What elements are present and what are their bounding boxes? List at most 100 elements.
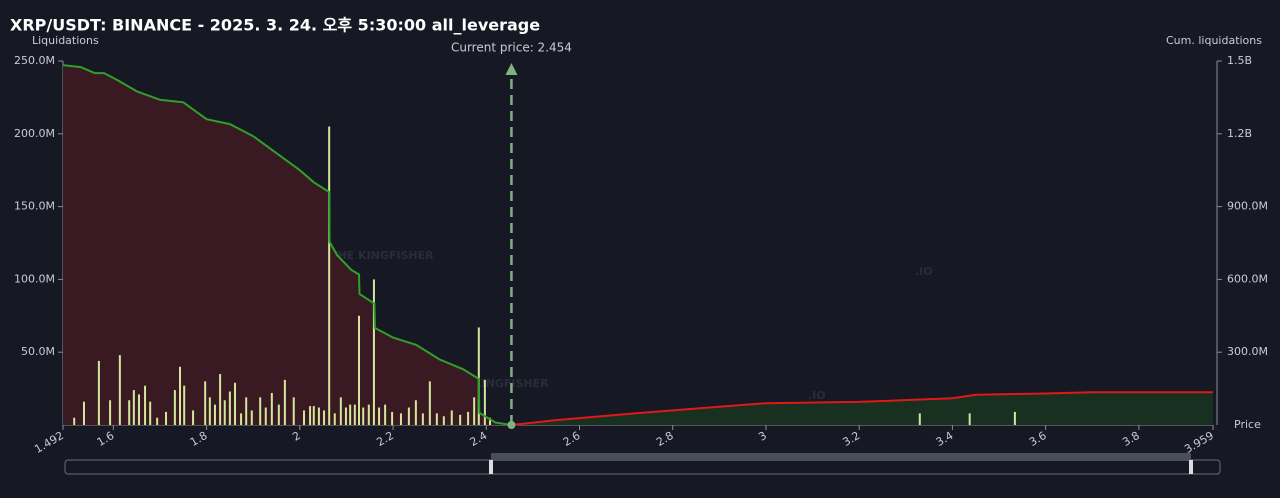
liquidation-bar (137, 394, 140, 425)
y2-axis-label: Cum. liquidations (1166, 34, 1262, 47)
liquidation-bar (277, 404, 280, 425)
x-tick-label: 3.8 (1120, 429, 1142, 449)
liquidation-bar (223, 400, 226, 425)
liquidation-bar (467, 411, 470, 425)
liquidation-bar (407, 407, 410, 425)
liquidation-bar (173, 390, 176, 425)
liquidation-bar (149, 401, 152, 425)
liquidation-bar (344, 407, 347, 425)
liquidation-bar (128, 400, 131, 425)
liquidation-bar (414, 400, 417, 425)
liquidation-bar (132, 390, 135, 425)
liquidation-bar (459, 414, 462, 425)
liquidation-bar (421, 413, 424, 425)
liquidation-bar (918, 413, 921, 425)
current-price-label: Current price: 2.454 (451, 41, 572, 55)
liquidation-bar (367, 404, 370, 425)
cum-area (511, 392, 1213, 425)
liquidation-bar (208, 397, 211, 425)
liquidation-bar (259, 397, 262, 425)
liquidation-bar (204, 381, 207, 425)
y-tick-label: 250.0M (14, 54, 55, 67)
y-tick-label: 100.0M (14, 272, 55, 285)
scroll-handle[interactable] (489, 460, 493, 474)
liquidation-bar (378, 407, 381, 425)
scroll-handle[interactable] (1189, 460, 1193, 474)
liquidation-bar (109, 400, 112, 425)
y-tick-label: 150.0M (14, 200, 55, 213)
liquidation-bar (179, 366, 182, 425)
liquidation-bar (442, 416, 445, 425)
x-tick-label: 3.4 (934, 429, 956, 449)
y2-tick-label: 900.0M (1227, 200, 1268, 213)
liquidation-bar (372, 279, 375, 425)
x-tick-label: 1.492 (32, 429, 66, 456)
chart-title: XRP/USDT: BINANCE - 2025. 3. 24. 오후 5:30… (10, 16, 540, 35)
liquidation-bar (333, 413, 336, 425)
cum-line (511, 391, 1213, 426)
liquidation-bar (234, 382, 237, 425)
y2-tick-label: 1.2B (1227, 127, 1252, 140)
liquidation-bar (264, 407, 267, 425)
liquidation-bar (144, 385, 147, 425)
x-tick-label: 3.6 (1027, 429, 1049, 449)
y-tick-label: 50.0M (21, 345, 55, 358)
x-tick-label: 3.2 (841, 429, 863, 449)
y2-tick-label: 1.5B (1227, 54, 1252, 67)
liquidation-bar (192, 410, 195, 425)
cum-line (62, 64, 512, 426)
y-axis-label: Liquidations (32, 34, 99, 47)
liquidation-bar (156, 417, 159, 425)
liquidation-bar (312, 406, 315, 425)
x-tick-label: 2.4 (468, 429, 490, 449)
liquidation-bar (292, 397, 295, 425)
liquidation-bar (82, 401, 85, 425)
liquidation-bar (450, 410, 453, 425)
x-tick-label: 3 (756, 429, 769, 444)
liquidation-bar (309, 406, 312, 425)
liquidation-bar (968, 413, 971, 425)
cum-area (63, 65, 512, 425)
liquidation-bar (165, 411, 168, 425)
x-tick-label: 2.8 (654, 429, 676, 449)
scrollbar[interactable] (64, 459, 1221, 475)
liquidation-bar (219, 374, 222, 425)
watermark: THE KINGFISHER (330, 249, 434, 262)
liquidation-bar (362, 407, 365, 425)
liquidation-bar (328, 126, 331, 426)
liquidation-bar (483, 379, 486, 425)
liquidation-bar (303, 410, 306, 425)
liquidation-bar (213, 404, 216, 425)
x-tick-label: 3.959 (1182, 429, 1216, 456)
liquidation-bar (97, 360, 100, 425)
scroll-thumb[interactable] (491, 453, 1191, 461)
liquidation-bar (118, 355, 121, 425)
liquidation-bar (349, 404, 352, 425)
liquidation-bar (358, 315, 361, 425)
liquidation-bar (183, 385, 186, 425)
liquidation-bar (435, 413, 438, 425)
current-price-arrow (505, 63, 518, 75)
liquidation-bar (399, 413, 402, 425)
liquidation-bar (270, 392, 273, 425)
liquidation-bar (73, 417, 76, 425)
x-tick-label: 1.6 (95, 429, 117, 449)
x-tick-label: 2 (290, 429, 303, 444)
liquidation-bar (488, 417, 491, 425)
liquidation-bar (428, 381, 431, 425)
x-tick-label: 2.6 (561, 429, 583, 449)
liquidation-bar (283, 379, 286, 425)
liquidation-bar (317, 407, 320, 425)
watermark-suffix: .IO (915, 265, 933, 278)
y-tick-label: 200.0M (14, 127, 55, 140)
current-price-dot (507, 421, 516, 429)
liquidation-bar (391, 411, 394, 425)
liquidation-bar (339, 397, 342, 425)
x-axis-label: Price (1234, 418, 1261, 431)
liquidation-bar (240, 413, 243, 425)
x-tick-label: 2.2 (374, 429, 396, 449)
liquidation-bar (245, 397, 248, 425)
liquidation-bar (384, 404, 387, 425)
